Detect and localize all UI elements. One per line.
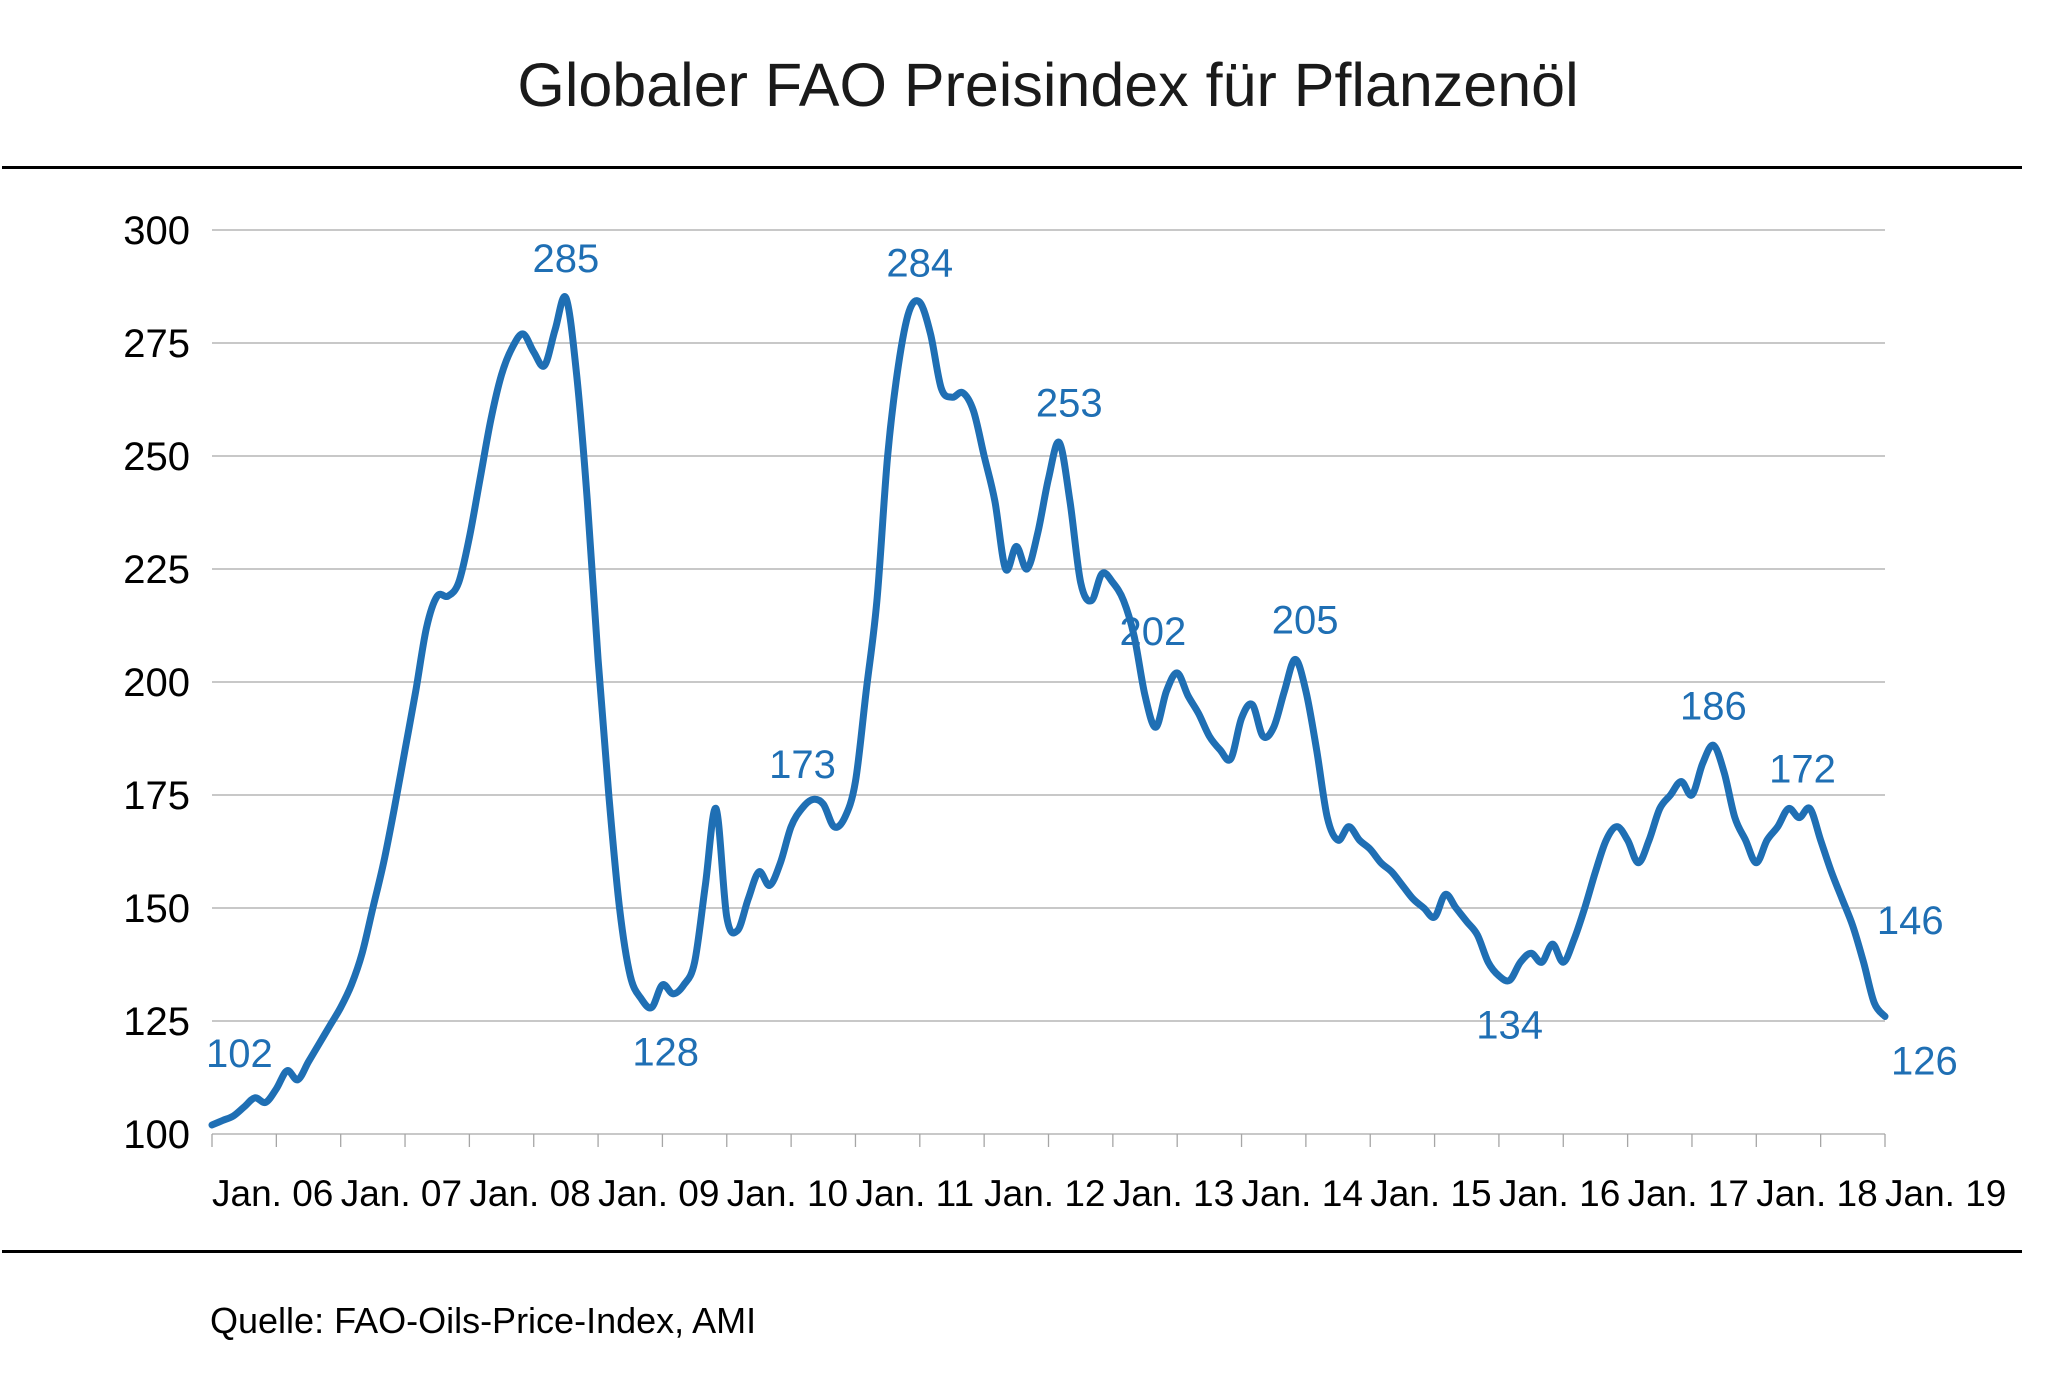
svg-text:Jan. 08: Jan. 08 xyxy=(469,1173,590,1214)
svg-text:146: 146 xyxy=(1877,899,1944,943)
svg-text:Jan. 14: Jan. 14 xyxy=(1242,1173,1363,1214)
svg-text:Jan. 19: Jan. 19 xyxy=(1885,1173,2006,1214)
svg-text:Jan. 09: Jan. 09 xyxy=(598,1173,719,1214)
svg-text:186: 186 xyxy=(1680,684,1747,728)
svg-text:Jan. 12: Jan. 12 xyxy=(984,1173,1105,1214)
svg-text:300: 300 xyxy=(123,209,190,253)
svg-text:175: 175 xyxy=(123,774,190,818)
svg-text:202: 202 xyxy=(1120,610,1187,654)
svg-text:102: 102 xyxy=(206,1032,273,1076)
svg-text:172: 172 xyxy=(1769,748,1836,792)
svg-text:100: 100 xyxy=(123,1113,190,1157)
svg-text:275: 275 xyxy=(123,322,190,366)
svg-text:225: 225 xyxy=(123,548,190,592)
svg-text:128: 128 xyxy=(632,1030,699,1074)
svg-text:125: 125 xyxy=(123,1000,190,1044)
svg-text:Jan. 07: Jan. 07 xyxy=(341,1173,462,1214)
svg-text:126: 126 xyxy=(1891,1039,1958,1083)
svg-text:Jan. 11: Jan. 11 xyxy=(855,1173,974,1214)
svg-text:Jan. 13: Jan. 13 xyxy=(1113,1173,1234,1214)
svg-text:150: 150 xyxy=(123,887,190,931)
svg-text:Jan. 17: Jan. 17 xyxy=(1628,1173,1749,1214)
svg-text:253: 253 xyxy=(1036,381,1103,425)
svg-text:Jan. 15: Jan. 15 xyxy=(1370,1173,1491,1214)
svg-text:285: 285 xyxy=(533,237,600,281)
svg-text:250: 250 xyxy=(123,435,190,479)
svg-text:200: 200 xyxy=(123,661,190,705)
svg-text:Jan. 18: Jan. 18 xyxy=(1756,1173,1877,1214)
svg-text:Jan. 06: Jan. 06 xyxy=(212,1173,333,1214)
svg-text:Jan. 16: Jan. 16 xyxy=(1499,1173,1620,1214)
svg-text:134: 134 xyxy=(1476,1003,1543,1047)
svg-text:205: 205 xyxy=(1272,598,1339,642)
svg-text:Jan. 10: Jan. 10 xyxy=(727,1173,848,1214)
svg-text:173: 173 xyxy=(769,743,836,787)
svg-text:284: 284 xyxy=(886,241,953,285)
